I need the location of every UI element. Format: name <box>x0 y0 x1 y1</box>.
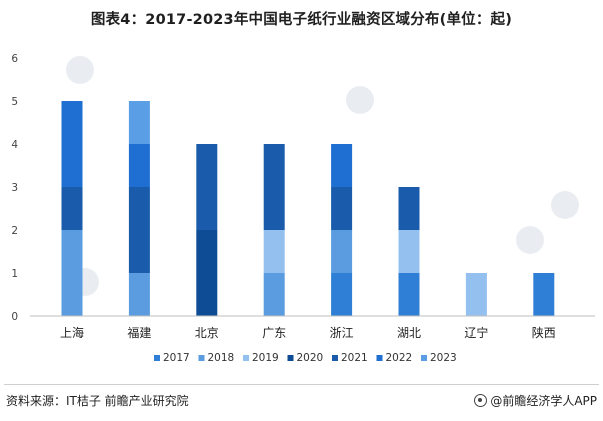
bar-segment-2019 <box>263 230 285 273</box>
bar-segment-2021 <box>398 187 420 230</box>
y-tick-label: 0 <box>11 311 18 323</box>
chart-title: 图表4：2017-2023年中国电子纸行业融资区域分布(单位：起) <box>90 12 513 28</box>
y-tick-label: 6 <box>11 53 18 65</box>
x-tick-label: 辽宁 <box>464 325 488 340</box>
y-axis: 0 1 2 3 4 5 6 <box>11 53 18 323</box>
legend-swatch <box>332 355 338 361</box>
x-tick-label: 浙江 <box>330 326 354 340</box>
legend-label: 2020 <box>297 352 324 364</box>
bar-segment-2021 <box>128 187 150 273</box>
y-tick-label: 2 <box>11 225 18 237</box>
footer-divider <box>4 384 599 385</box>
legend-label: 2021 <box>341 352 368 364</box>
x-tick-label: 上海 <box>60 325 84 340</box>
bar-segment-2022 <box>61 101 83 187</box>
y-tick-label: 4 <box>11 139 18 151</box>
legend-swatch <box>421 355 427 361</box>
bar-segment-2020 <box>196 230 218 316</box>
bar-segment-2022 <box>331 144 353 187</box>
bars-group <box>61 101 555 316</box>
bar-segment-2018 <box>263 273 285 316</box>
x-tick-label: 北京 <box>195 326 219 340</box>
watermark-group <box>66 56 579 296</box>
watermark-logo-icon <box>346 86 374 114</box>
brand-credit: @前瞻经济学人APP <box>474 392 597 409</box>
x-axis: 上海 福建 北京 广东 浙江 湖北 辽宁 陕西 <box>60 325 556 340</box>
bar-segment-2021 <box>263 144 285 230</box>
bar-segment-2018 <box>61 230 83 316</box>
watermark-logo-icon <box>551 191 579 219</box>
bar-segment-2019 <box>465 273 487 316</box>
bar-segment-2017 <box>331 273 353 316</box>
legend-label: 2018 <box>208 352 235 364</box>
y-tick-label: 3 <box>11 182 18 194</box>
legend: 2017 2018 2019 2020 2021 2022 2023 <box>154 352 457 364</box>
x-tick-label: 陕西 <box>532 325 556 340</box>
watermark-logo-icon <box>516 226 544 254</box>
y-tick-label: 5 <box>11 96 18 108</box>
bar-segment-2017 <box>533 273 555 316</box>
bar-segment-2021 <box>61 187 83 230</box>
bar-segment-2018 <box>331 230 353 273</box>
bar-segment-2021 <box>331 187 353 230</box>
x-tick-label: 湖北 <box>397 325 421 340</box>
legend-swatch <box>154 355 160 361</box>
legend-swatch <box>287 355 294 361</box>
bar-segment-2022 <box>128 144 150 187</box>
legend-swatch <box>376 355 383 361</box>
y-tick-label: 1 <box>11 268 18 280</box>
bar-segment-2023 <box>128 101 150 144</box>
bar-segment-2021 <box>196 144 218 230</box>
legend-label: 2017 <box>163 352 190 364</box>
watermark-logo-icon <box>66 56 94 84</box>
brand-logo-icon <box>474 394 488 407</box>
legend-label: 2022 <box>386 352 413 364</box>
legend-label: 2019 <box>252 352 279 364</box>
bar-segment-2019 <box>398 230 420 273</box>
legend-label: 2023 <box>430 352 457 364</box>
legend-swatch <box>243 355 249 361</box>
source-note: 资料来源：IT桔子 前瞻产业研究院 <box>6 394 189 408</box>
x-tick-label: 福建 <box>127 325 151 340</box>
brand-label: @前瞻经济学人APP <box>490 394 597 408</box>
x-tick-label: 广东 <box>262 326 286 340</box>
bar-segment-2017 <box>398 273 420 316</box>
bar-segment-2018 <box>128 273 150 316</box>
legend-swatch <box>198 355 205 361</box>
